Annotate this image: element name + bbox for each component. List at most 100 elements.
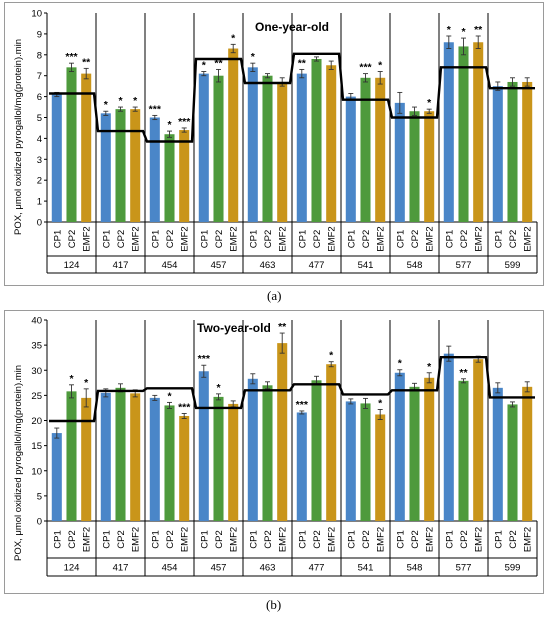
x-tick-label: EMF2 — [180, 527, 191, 552]
panel-one-year-old: 0 1 2 3 4 5 6 7 8 9 10 CP1 *** CP2 ** EMF2 124 * CP1 * CP2 * E… — [4, 2, 544, 286]
y-tick-label: 7 — [37, 71, 42, 82]
significance-stars: ** — [474, 24, 483, 36]
significance-stars: *** — [359, 62, 372, 74]
bar-cp2 — [164, 134, 175, 222]
caption-a: (a) — [267, 288, 282, 303]
y-tick-label: 4 — [37, 134, 42, 145]
bar-cp2 — [458, 46, 469, 222]
significance-stars: *** — [198, 353, 211, 365]
x-tick-label: CP1 — [248, 230, 259, 248]
x-tick-label: CP2 — [214, 230, 225, 248]
significance-stars: * — [104, 99, 109, 111]
y-tick-label: 5 — [37, 491, 42, 502]
x-tick-label: EMF2 — [523, 527, 534, 552]
significance-stars: * — [167, 390, 172, 402]
y-tick-label: 0 — [37, 517, 42, 528]
chart-title: Two-year-old — [197, 321, 271, 335]
bar-cp1 — [345, 401, 356, 521]
y-tick-label: 9 — [37, 29, 42, 40]
significance-stars: * — [202, 60, 207, 72]
bar-cp1 — [100, 113, 111, 222]
x-tick-label: EMF2 — [278, 226, 289, 251]
x-tick-label: EMF2 — [425, 226, 436, 251]
group-label: 548 — [407, 563, 423, 574]
significance-stars: * — [251, 51, 256, 63]
bar-cp1 — [492, 86, 503, 223]
x-tick-label: CP1 — [395, 530, 406, 548]
x-tick-label: CP1 — [248, 530, 259, 548]
y-tick-label: 0 — [37, 218, 42, 229]
bar-emf2 — [277, 81, 288, 222]
significance-stars: * — [329, 350, 334, 362]
bar-cp1 — [149, 117, 160, 222]
x-tick-label: CP2 — [263, 530, 274, 548]
x-tick-label: EMF2 — [474, 226, 485, 251]
bar-cp2 — [507, 404, 518, 521]
group-label: 463 — [260, 260, 276, 271]
bar-cp2 — [311, 380, 322, 521]
x-tick-label: CP2 — [312, 530, 323, 548]
x-tick-label: CP1 — [101, 530, 112, 548]
y-axis-label: POX, μmol oxidized pyrogallol/mg(protein… — [13, 38, 24, 235]
group-label: 124 — [64, 563, 80, 574]
bar-cp2 — [360, 77, 371, 222]
bar-cp1 — [394, 102, 405, 222]
bar-cp2 — [409, 111, 420, 222]
significance-stars: ** — [82, 56, 91, 68]
bar-cp1 — [51, 433, 62, 521]
x-tick-label: EMF2 — [474, 527, 485, 552]
group-label: 463 — [260, 563, 276, 574]
significance-stars: ** — [298, 57, 307, 69]
significance-stars: * — [398, 358, 403, 370]
y-tick-label: 10 — [31, 466, 42, 477]
y-tick-label: 10 — [31, 9, 42, 20]
group-label: 541 — [358, 260, 374, 271]
bar-emf2 — [424, 111, 435, 222]
bar-cp1 — [247, 67, 258, 222]
x-tick-label: EMF2 — [131, 226, 142, 251]
x-tick-label: EMF2 — [425, 527, 436, 552]
bar-emf2 — [81, 73, 92, 222]
bar-cp2 — [360, 403, 371, 521]
bar-emf2 — [179, 130, 190, 222]
group-label: 477 — [309, 260, 325, 271]
y-tick-label: 20 — [31, 416, 42, 427]
y-tick-label: 35 — [31, 341, 42, 352]
significance-stars: *** — [178, 116, 191, 128]
group-label: 577 — [456, 563, 472, 574]
group-label: 541 — [358, 563, 374, 574]
bar-emf2 — [326, 65, 337, 222]
group-label: 457 — [211, 260, 227, 271]
bar-cp2 — [213, 75, 224, 222]
x-tick-label: EMF2 — [376, 527, 387, 552]
bar-emf2 — [228, 48, 239, 222]
bar-cp2 — [164, 405, 175, 521]
bar-cp1 — [100, 392, 111, 521]
bar-cp2 — [262, 385, 273, 521]
x-tick-label: CP1 — [199, 230, 210, 248]
bar-emf2 — [424, 377, 435, 521]
group-mean-line — [49, 52, 535, 143]
x-tick-label: CP1 — [395, 230, 406, 248]
significance-stars: * — [133, 95, 138, 107]
x-tick-label: CP2 — [165, 530, 176, 548]
x-tick-label: CP1 — [297, 230, 308, 248]
x-tick-label: CP2 — [67, 230, 78, 248]
bar-emf2 — [375, 414, 386, 521]
x-tick-label: CP1 — [444, 530, 455, 548]
significance-stars: * — [461, 26, 466, 38]
bar-cp1 — [51, 94, 62, 222]
x-tick-label: CP2 — [508, 530, 519, 548]
bar-cp2 — [311, 58, 322, 223]
x-tick-label: CP2 — [214, 530, 225, 548]
significance-stars: ** — [459, 367, 468, 379]
x-tick-label: CP1 — [297, 530, 308, 548]
bar-emf2 — [473, 42, 484, 223]
group-label: 577 — [456, 260, 472, 271]
significance-stars: * — [427, 97, 432, 109]
bar-cp1 — [345, 96, 356, 222]
significance-stars: *** — [65, 51, 78, 63]
x-tick-label: CP1 — [150, 230, 161, 248]
x-tick-label: CP2 — [312, 230, 323, 248]
bar-cp1 — [296, 73, 307, 222]
